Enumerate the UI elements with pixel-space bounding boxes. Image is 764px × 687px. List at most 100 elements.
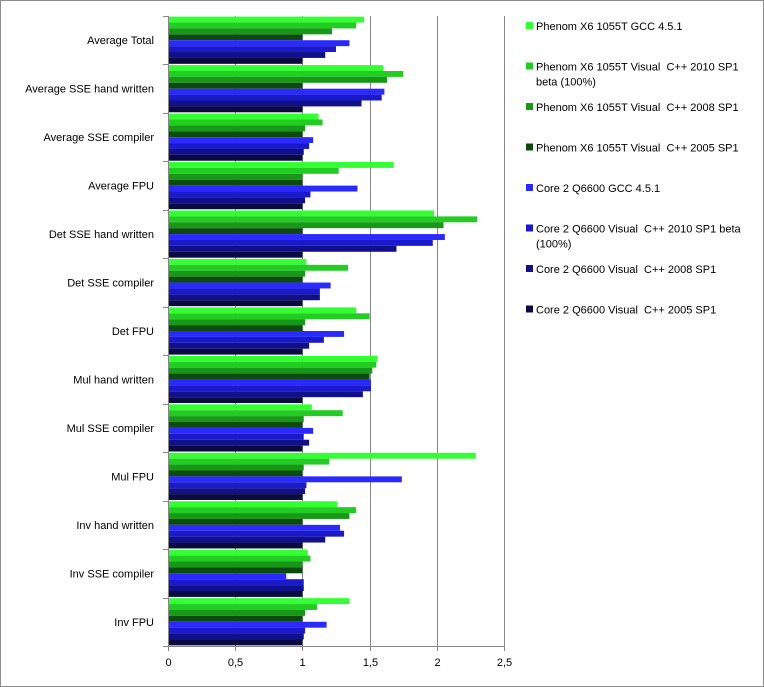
bar <box>168 518 303 525</box>
bar <box>168 604 318 610</box>
bar <box>168 488 306 495</box>
bar <box>168 270 306 277</box>
bar <box>168 355 378 362</box>
bar <box>168 433 304 440</box>
bar <box>168 427 314 434</box>
bar <box>168 627 306 634</box>
bar <box>168 148 304 155</box>
bar <box>168 300 303 307</box>
bar <box>168 410 343 417</box>
bar <box>168 173 303 180</box>
legend-label: Core 2 Q6600 Visual C++ 2008 SP1 <box>536 264 716 276</box>
legend-label: Core 2 Q6600 Visual C++ 2010 SP1 beta <box>536 224 742 236</box>
bar <box>168 16 365 23</box>
bar <box>168 439 310 446</box>
bar <box>168 615 303 622</box>
bar <box>168 507 357 514</box>
bar <box>168 294 320 301</box>
bar <box>168 524 341 531</box>
bar <box>168 325 303 331</box>
legend-swatch <box>526 143 533 151</box>
bar <box>168 561 303 568</box>
bar <box>168 391 363 398</box>
bar <box>168 397 303 404</box>
x-tick-label: 0,5 <box>228 657 243 669</box>
bar <box>168 22 357 29</box>
bar <box>168 88 385 95</box>
bar <box>168 137 314 144</box>
category-label: Inv SSE compiler <box>70 568 155 580</box>
bar <box>168 131 303 138</box>
bar <box>168 162 394 168</box>
bar <box>168 307 357 314</box>
bar <box>168 336 324 343</box>
bar <box>168 555 311 562</box>
category-label: Inv FPU <box>114 617 154 629</box>
bar <box>168 245 397 252</box>
bar <box>168 313 370 320</box>
bar <box>168 591 303 597</box>
category-label: Mul FPU <box>111 471 154 483</box>
bar <box>168 52 326 58</box>
bar <box>168 373 370 380</box>
x-tick-labels: 0 0,5 1 1,5 2 2,5 <box>165 657 512 669</box>
bar <box>168 470 303 477</box>
bar <box>168 404 312 411</box>
category-label: Det SSE compiler <box>67 278 154 290</box>
bar <box>168 598 350 605</box>
bar <box>168 342 310 349</box>
bar <box>168 542 303 549</box>
legend-swatch <box>526 22 533 29</box>
bar <box>168 276 303 283</box>
bar <box>168 331 345 337</box>
bar <box>168 367 373 374</box>
category-label: Mul hand written <box>73 374 154 386</box>
bar <box>168 154 303 161</box>
legend-label: Phenom X6 1055T Visual C++ 2010 SP1 <box>536 62 739 74</box>
bar <box>168 579 304 586</box>
legend-label: Phenom X6 1055T Visual C++ 2008 SP1 <box>536 102 739 114</box>
bar <box>168 76 388 83</box>
legend-swatch <box>526 62 533 70</box>
bar <box>168 34 303 41</box>
bar <box>168 203 303 210</box>
bar <box>168 264 349 271</box>
bar <box>168 70 404 77</box>
category-label: Inv hand written <box>76 520 154 532</box>
bar <box>168 28 332 35</box>
legend-label: Phenom X6 1055T GCC 4.5.1 <box>536 21 683 33</box>
bar <box>168 106 303 113</box>
bar <box>168 143 310 149</box>
bar <box>168 234 445 240</box>
x-tick-label: 2,5 <box>497 657 512 669</box>
bar <box>168 94 382 101</box>
legend-swatch <box>526 103 533 110</box>
x-tick-label: 0 <box>165 657 171 669</box>
bar <box>168 179 303 186</box>
bar <box>168 210 435 217</box>
bar <box>168 222 444 229</box>
bar <box>168 385 371 392</box>
bar <box>168 288 320 295</box>
bar <box>168 239 433 246</box>
legend-swatch <box>526 184 533 191</box>
bar <box>168 639 303 646</box>
bar <box>168 57 303 64</box>
bar <box>168 567 303 574</box>
bar <box>168 251 303 258</box>
bar <box>168 258 307 265</box>
legend-swatch <box>526 305 533 313</box>
bar <box>168 65 384 71</box>
x-tick-label: 1 <box>299 657 305 669</box>
legend-label: (100%) <box>536 239 571 251</box>
bar <box>168 361 377 368</box>
bar <box>168 197 306 204</box>
bar <box>168 125 306 132</box>
bar <box>168 513 350 519</box>
bar <box>168 113 319 120</box>
bar <box>168 40 350 47</box>
bar <box>168 282 331 289</box>
x-tick-label: 1,5 <box>363 657 378 669</box>
